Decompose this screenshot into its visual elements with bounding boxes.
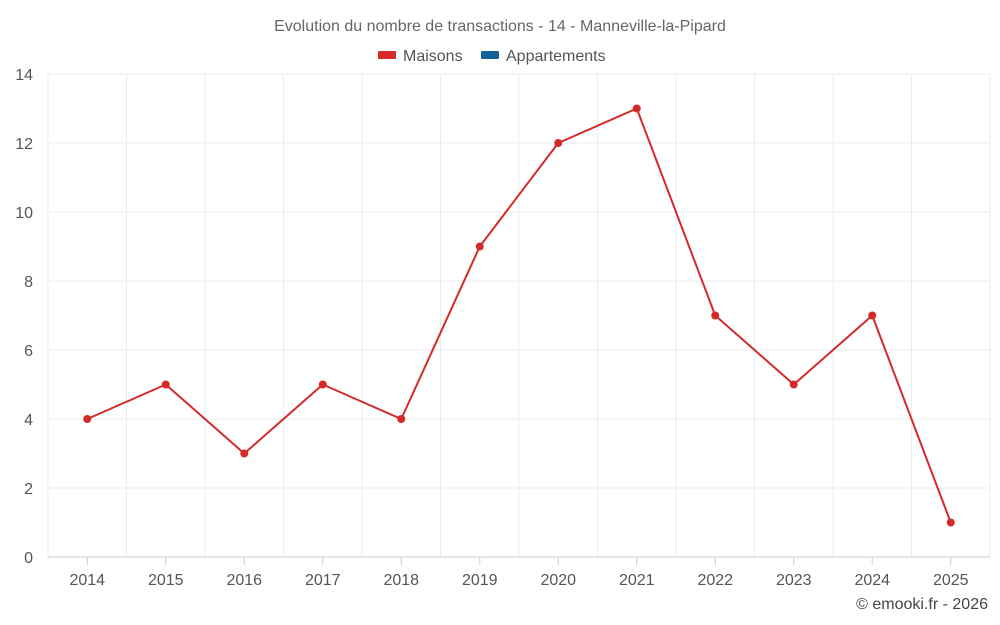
legend-label-maisons: Maisons [403, 48, 463, 65]
series-line-maisons [86, 107, 952, 523]
x-tick-label: 2014 [69, 572, 105, 589]
legend: Maisons Appartements [378, 48, 606, 65]
data-point[interactable] [554, 139, 563, 147]
grid [47, 73, 991, 558]
legend-label-appartements: Appartements [506, 48, 606, 65]
data-point[interactable] [868, 311, 877, 320]
x-tick-label: 2017 [305, 572, 341, 589]
legend-item-maisons[interactable]: Maisons [378, 48, 463, 65]
y-tick-label: 12 [15, 136, 33, 153]
x-tick-label: 2022 [697, 572, 733, 589]
credit-text: © emooki.fr - 2026 [856, 596, 988, 613]
chart-title: Evolution du nombre de transactions - 14… [274, 18, 726, 35]
x-tick-label: 2019 [462, 572, 498, 589]
x-tick-label: 2015 [148, 572, 184, 589]
data-point[interactable] [318, 380, 327, 389]
data-point[interactable] [789, 380, 798, 389]
x-tick-label: 2024 [854, 572, 890, 589]
legend-swatch-appartements [481, 51, 499, 59]
y-tick-label: 10 [15, 205, 33, 222]
data-point[interactable] [946, 518, 955, 527]
data-point[interactable] [711, 311, 720, 320]
x-axis-ticks: 2014 2015 2016 2017 2018 2019 2020 2021 2022 2023… [69, 557, 969, 589]
y-tick-label: 4 [24, 412, 33, 429]
legend-swatch-maisons [378, 51, 396, 59]
y-axis-ticks: 0 2 4 6 8 10 12 14 [15, 67, 33, 567]
y-tick-label: 8 [24, 274, 33, 291]
x-tick-label: 2020 [540, 572, 576, 589]
data-point[interactable] [475, 242, 484, 251]
x-tick-label: 2021 [619, 572, 655, 589]
x-tick-label: 2023 [776, 572, 812, 589]
data-point[interactable] [83, 415, 92, 423]
data-point[interactable] [161, 380, 170, 389]
y-tick-label: 6 [24, 343, 33, 360]
data-point[interactable] [397, 415, 406, 423]
x-tick-label: 2016 [226, 572, 262, 589]
data-point[interactable] [240, 449, 249, 458]
legend-item-appartements[interactable]: Appartements [481, 48, 606, 65]
y-tick-label: 2 [24, 481, 33, 498]
x-tick-label: 2018 [383, 572, 419, 589]
x-tick-label: 2025 [933, 572, 969, 589]
y-tick-label: 0 [24, 550, 33, 567]
series-maisons [83, 104, 955, 527]
data-point[interactable] [632, 104, 641, 113]
y-tick-label: 14 [15, 67, 33, 84]
